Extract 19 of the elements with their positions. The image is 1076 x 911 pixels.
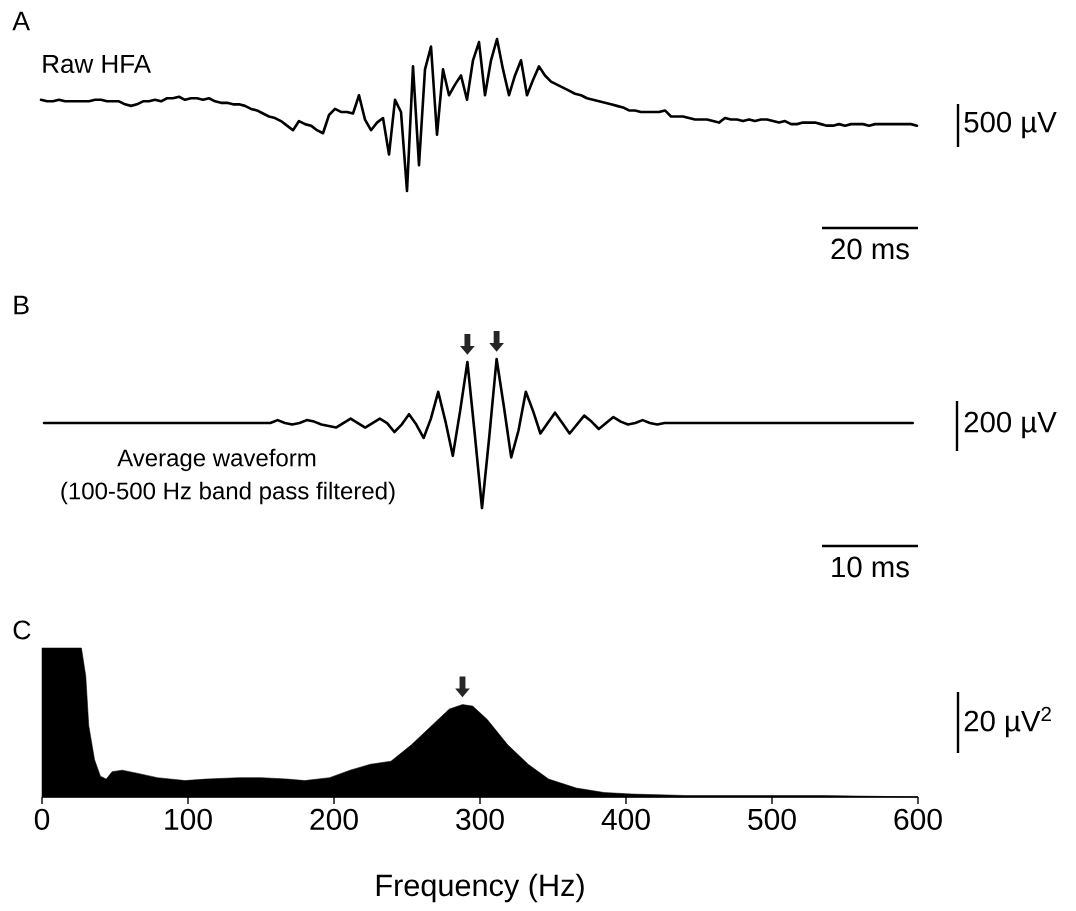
x-tick-label: 500	[748, 808, 796, 830]
chart-title: B	[14, 295, 29, 315]
annotation: Average waveform	[117, 448, 316, 472]
x-axis-title: Frequency (Hz)	[376, 873, 584, 903]
text: 20 µV$^{2}$	[964, 706, 1051, 738]
text: 500 µV	[964, 111, 1057, 139]
x-tick-label: 600	[894, 808, 942, 830]
x-tick-label: 300	[456, 808, 504, 830]
chart-title: C	[13, 620, 31, 640]
chart-title: A	[12, 11, 31, 31]
x-tick-label: 0	[34, 808, 50, 830]
x-tick-label: 100	[165, 808, 212, 830]
annotation: (100-500 Hz band pass filtered)	[61, 481, 395, 505]
text: 10 ms	[832, 556, 909, 578]
x-tick-label: 400	[601, 808, 650, 830]
annotation: Raw HFA	[43, 54, 152, 74]
text: 200 µV	[964, 411, 1057, 439]
text: 20 ms	[831, 238, 909, 260]
x-tick-label: 200	[310, 808, 358, 830]
